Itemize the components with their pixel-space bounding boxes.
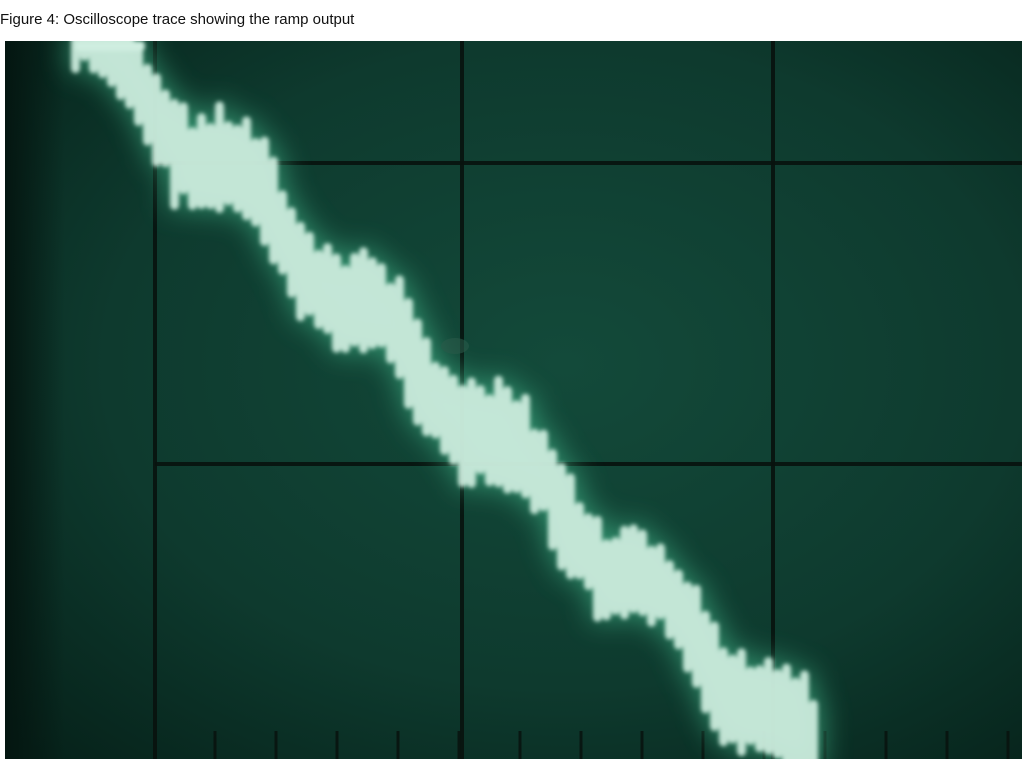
trace-segment — [377, 263, 386, 348]
trace-segment — [485, 394, 494, 487]
trace-segment — [557, 462, 566, 571]
figure-caption: Figure 4: Oscilloscope trace showing the… — [0, 11, 355, 28]
trace-segment — [341, 265, 350, 353]
trace-segment — [224, 121, 233, 206]
trace-segment — [701, 610, 710, 714]
trace-segment — [566, 473, 575, 580]
trace-segment — [521, 393, 530, 499]
trace-segment — [710, 621, 719, 732]
trace-segment — [503, 386, 512, 494]
trace-segment — [584, 513, 593, 591]
trace-segment — [242, 116, 251, 221]
trace-segment — [305, 231, 314, 316]
trace-segment — [359, 247, 368, 354]
trace-segment — [656, 543, 665, 620]
trace-segment — [647, 545, 656, 627]
trace-segment — [107, 41, 116, 88]
trace-segment — [422, 337, 431, 437]
trace-segment — [116, 41, 125, 100]
trace-segment — [440, 366, 449, 455]
trace-segment — [395, 275, 404, 380]
trace-segment — [602, 539, 611, 621]
trace-segment — [764, 657, 773, 755]
trace-segment — [269, 156, 278, 265]
trace-segment — [314, 249, 323, 330]
trace-segment — [575, 502, 584, 580]
trace-segment — [467, 377, 476, 488]
trace-segment — [323, 243, 332, 334]
trace-segment — [512, 400, 521, 494]
trace-segment — [692, 584, 701, 688]
trace-segment — [548, 449, 557, 551]
trace-segment — [125, 41, 134, 109]
oscilloscope-screen — [5, 41, 1022, 759]
trace-segment — [593, 515, 602, 622]
trace-segment — [296, 221, 305, 322]
trace-segment — [215, 101, 224, 213]
trace-segment — [278, 190, 287, 275]
trace-segment — [746, 666, 755, 745]
trace-segment — [611, 536, 620, 615]
trace-segment — [143, 63, 152, 146]
trace-segment — [719, 647, 728, 747]
trace-segment — [386, 282, 395, 364]
trace-segment — [404, 297, 413, 409]
screen-speck — [441, 338, 469, 354]
trace-segment — [638, 529, 647, 617]
oscilloscope-photo — [5, 41, 1022, 759]
trace-segment — [188, 127, 197, 210]
trace-segment — [665, 560, 674, 640]
trace-segment — [737, 648, 746, 757]
trace-segment — [629, 524, 638, 614]
trace-segment — [782, 663, 791, 759]
trace — [71, 41, 818, 759]
trace-segment — [755, 665, 764, 753]
trace-segment — [260, 136, 269, 246]
trace-segment — [791, 677, 800, 759]
trace-segment — [170, 98, 179, 210]
trace-segment — [152, 73, 161, 167]
trace-segment — [368, 257, 377, 350]
trace-segment — [431, 361, 440, 439]
trace-segment — [251, 138, 260, 227]
trace-segment — [800, 670, 809, 759]
trace-segment — [332, 253, 341, 353]
trace-segment — [197, 113, 206, 209]
trace-segment — [683, 581, 692, 673]
trace-segment — [287, 207, 296, 298]
trace-segment — [494, 375, 503, 488]
trace-segment — [413, 318, 422, 426]
trace-segment — [530, 428, 539, 515]
trace-segment — [350, 252, 359, 347]
trace-segment — [773, 669, 782, 759]
trace-segment — [728, 654, 737, 744]
trace-segment — [206, 123, 215, 210]
trace-segment — [539, 429, 548, 512]
trace-segment — [674, 569, 683, 650]
trace-segment — [449, 374, 458, 465]
trace-top-blob — [75, 41, 145, 51]
trace-segment — [458, 384, 467, 488]
trace-segment — [161, 89, 170, 168]
trace-segment — [134, 41, 143, 126]
trace-segment — [179, 102, 188, 195]
trace-segment — [620, 525, 629, 620]
trace-segment — [233, 124, 242, 213]
trace-segment — [809, 699, 818, 759]
screen-left-bezel-shade — [5, 41, 65, 759]
trace-segment — [476, 385, 485, 475]
